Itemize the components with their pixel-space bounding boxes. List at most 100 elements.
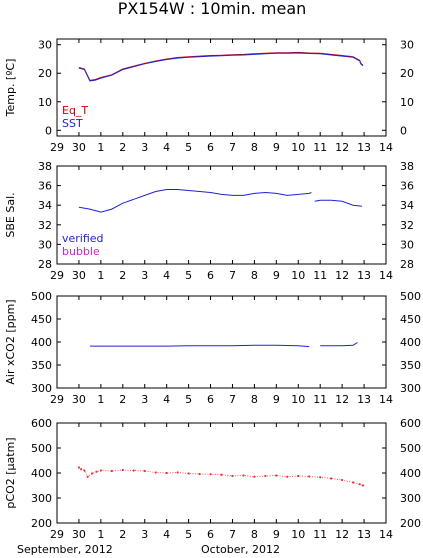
x-tick-label: 7 <box>229 141 236 154</box>
x-tick-label: 12 <box>335 393 349 406</box>
y-tick-label-right: 34 <box>400 199 414 212</box>
y-tick-label-right: 30 <box>400 238 414 251</box>
y-axis-label: Air xCO2 [ppm] <box>4 299 17 384</box>
y-tick-label-right: 28 <box>400 258 414 271</box>
x-tick-label: 2 <box>119 528 126 541</box>
y-tick-label-right: 200 <box>400 517 421 530</box>
series-line-verified <box>314 199 362 207</box>
y-tick-label: 30 <box>38 39 52 52</box>
x-tick-label: 4 <box>163 528 170 541</box>
y-tick-label: 600 <box>31 417 52 430</box>
y-tick-label-right: 500 <box>400 442 421 455</box>
x-tick-label: 7 <box>229 528 236 541</box>
x-tick-label: 4 <box>163 269 170 282</box>
data-point <box>275 474 278 477</box>
x-tick-label: 13 <box>357 528 371 541</box>
data-point <box>132 469 135 472</box>
series-line-eq_t <box>78 51 364 81</box>
y-tick-label-right: 30 <box>400 39 414 52</box>
series-trace <box>78 467 364 486</box>
data-point <box>253 475 256 478</box>
x-tick-label: 10 <box>291 393 305 406</box>
y-tick-label-right: 300 <box>400 492 421 505</box>
y-tick-label: 450 <box>31 313 52 326</box>
legend-entry: Eq_T <box>62 104 88 117</box>
series-line-sst <box>78 52 364 82</box>
x-tick-label: 7 <box>229 393 236 406</box>
x-tick-label: 5 <box>185 528 192 541</box>
data-point <box>361 484 365 487</box>
x-tick-label: 8 <box>251 393 258 406</box>
x-tick-label: 30 <box>72 393 86 406</box>
x-tick-label: 8 <box>251 141 258 154</box>
y-tick-label-right: 20 <box>400 67 414 80</box>
y-axis-label: pCO2 [µatm] <box>4 437 17 508</box>
x-tick-label: 29 <box>50 393 64 406</box>
x-tick-label: 1 <box>97 141 104 154</box>
series-line <box>89 344 310 348</box>
x-tick-label: 10 <box>291 141 305 154</box>
y-tick-label: 32 <box>38 219 52 232</box>
x-tick-label: 29 <box>50 528 64 541</box>
x-tick-label: 30 <box>72 141 86 154</box>
data-point <box>242 474 245 477</box>
x-tick-label: 12 <box>335 269 349 282</box>
data-point <box>198 472 201 476</box>
legend-entry: verified <box>62 232 104 245</box>
data-point <box>352 481 355 484</box>
data-point <box>220 473 223 476</box>
x-tick-label: 12 <box>335 528 349 541</box>
data-point <box>165 471 168 475</box>
x-tick-label: 9 <box>273 393 280 406</box>
x-tick-label: 2 <box>119 141 126 154</box>
x-tick-label: 30 <box>72 269 86 282</box>
x-tick-label: 14 <box>379 269 393 282</box>
y-tick-label: 400 <box>31 467 52 480</box>
x-tick-label: 10 <box>291 528 305 541</box>
plot-frame <box>56 295 387 389</box>
y-tick-label-right: 10 <box>400 96 414 109</box>
x-tick-label: 1 <box>97 528 104 541</box>
x-tick-label: 4 <box>163 393 170 406</box>
x-tick-label: 10 <box>291 269 305 282</box>
y-tick-label: 30 <box>38 238 52 251</box>
legend-entry: SST <box>62 117 83 130</box>
y-tick-label: 28 <box>38 258 52 271</box>
y-axis-label: Temp. [ºC] <box>4 59 17 118</box>
x-tick-label: 6 <box>207 269 214 282</box>
plot-frame <box>56 165 387 265</box>
chart-title: PX154W : 10min. mean <box>118 0 307 18</box>
y-tick-label-right: 300 <box>400 382 421 395</box>
data-point <box>143 469 146 473</box>
x-tick-label: 9 <box>273 528 280 541</box>
y-tick-label: 10 <box>38 96 52 109</box>
month-label-october: October, 2012 <box>201 543 280 556</box>
series-line <box>320 342 358 347</box>
data-point <box>330 477 333 480</box>
y-tick-label: 500 <box>31 442 52 455</box>
x-tick-label: 6 <box>207 393 214 406</box>
x-tick-label: 2 <box>119 393 126 406</box>
x-tick-label: 30 <box>72 528 86 541</box>
y-tick-label-right: 400 <box>400 336 421 349</box>
x-tick-label: 5 <box>185 393 192 406</box>
y-tick-label-right: 38 <box>400 160 414 173</box>
y-tick-label: 400 <box>31 336 52 349</box>
x-tick-label: 29 <box>50 269 64 282</box>
x-tick-label: 6 <box>207 141 214 154</box>
y-tick-label: 300 <box>31 382 52 395</box>
x-tick-label: 14 <box>379 528 393 541</box>
series-line-verified <box>78 189 312 213</box>
x-tick-label: 1 <box>97 393 104 406</box>
x-tick-label: 3 <box>141 269 148 282</box>
y-tick-label: 34 <box>38 199 52 212</box>
x-tick-label: 7 <box>229 269 236 282</box>
data-point <box>187 472 190 475</box>
y-tick-label: 38 <box>38 160 52 173</box>
y-tick-label-right: 500 <box>400 290 421 303</box>
x-tick-label: 6 <box>207 528 214 541</box>
y-tick-label: 20 <box>38 67 52 80</box>
